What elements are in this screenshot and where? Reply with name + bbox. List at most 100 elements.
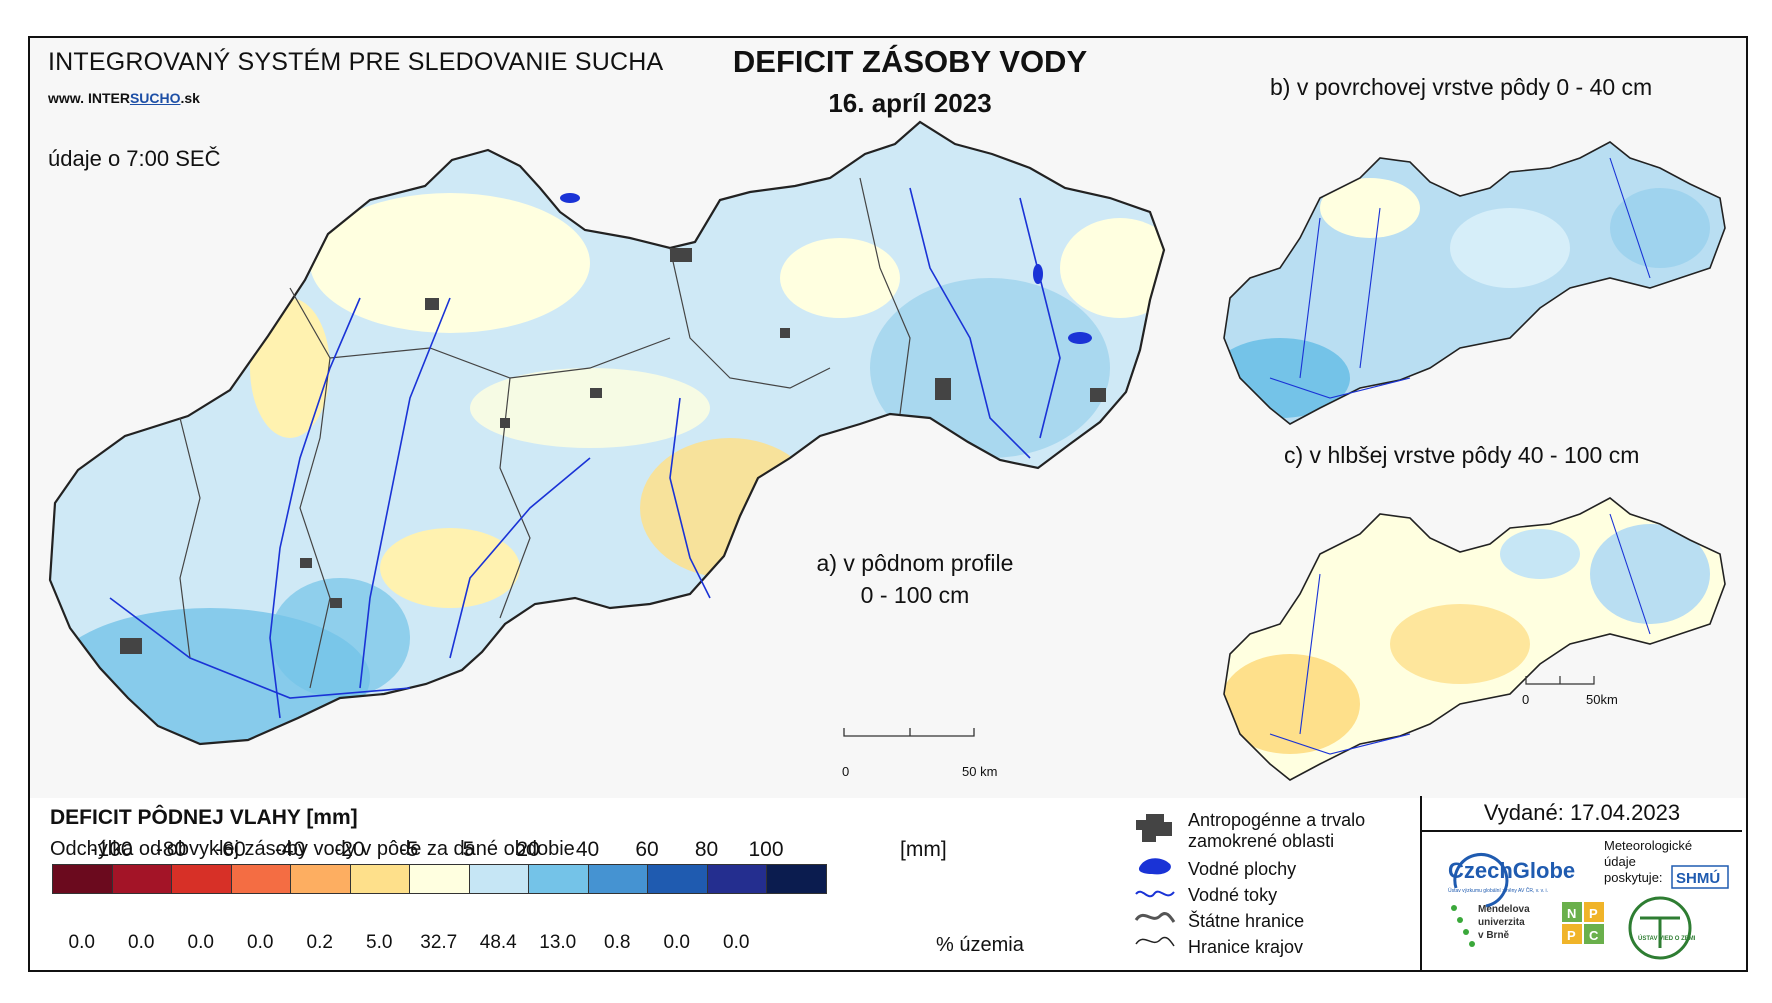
legend-boundary-label: -5 [399,838,419,861]
legend-boundary-label: -60 [215,838,246,861]
legend-swatch [706,864,767,894]
legend-swatch [409,864,470,894]
system-title: INTEGROVANÝ SYSTÉM PRE SLEDOVANIE SUCHA [48,48,664,76]
meteo-provider-line2: údaje [1604,854,1636,869]
main-scalebar-end: 50 km [962,764,998,779]
czechglobe-logo-subtext: Ústav výzkumu globální změny AV ČR, v. v… [1448,887,1548,894]
river-icon [1135,890,1175,898]
panel-a-label: a) v pôdnom profile [816,550,1014,576]
legend-swatch [468,864,529,894]
legend-percentage-value: 0.0 [68,932,95,953]
mendel-line2: univerzita [1478,917,1525,928]
water-body-icon [1138,858,1171,875]
water-bodies-label: Vodné plochy [1188,859,1297,879]
legend-percentage-value: 0.0 [187,932,214,953]
region-border-icon [1135,936,1175,947]
legend-unit: [mm] [900,838,947,861]
anthropogenic-label-line2: zamokrené oblasti [1188,831,1335,851]
legend-boundary-label: -20 [334,838,365,861]
anthropogenic-areas [120,248,1106,654]
website-part-inter: INTER [87,90,130,106]
legend-boundary-label: -100 [90,838,133,861]
mendel-line3: v Brně [1478,930,1510,941]
state-border-label: Štátne hranice [1188,911,1305,931]
main-map-svg [48,120,1166,746]
legend-boundary-label: 5 [462,838,475,861]
uvz-logo-text: ÚSTAV VIED O ZEMI [1638,935,1696,942]
legend-boundary-label: 100 [748,838,784,861]
anthropogenic-area-icon [1136,814,1172,842]
legend-swatch [230,864,291,894]
panel-b-label: b) v povrchovej vrstve pôdy 0 - 40 cm [1270,74,1653,100]
czechglobe-logo-icon [1453,853,1509,908]
legend-percentage-value: 0.8 [604,932,631,953]
symbol-icons [1134,814,1176,947]
legend-boundary-label: 40 [575,838,600,861]
shmu-logo-icon [1671,865,1729,889]
legend-swatch [52,864,113,894]
water-bodies [560,193,1092,344]
time-note: údaje o 7:00 SEČ [48,146,221,171]
legend-percentage-value: 0.0 [247,932,274,953]
panel-c-map-svg [1223,497,1726,781]
legend-swatch [349,864,410,894]
panel-c-label: c) v hlbšej vrstve pôdy 40 - 100 cm [1284,442,1640,468]
legend-percent-unit: % územia [936,934,1024,956]
main-map-body [48,120,1166,746]
website-link[interactable]: www. INTERSUCHO.sk [48,90,200,106]
legend-swatch [171,864,232,894]
small-scalebar-end: 50km [1586,692,1618,707]
legend-swatch [528,864,589,894]
legend-boundary-label: 80 [694,838,719,861]
shmu-logo-text: SHMÚ [1676,869,1720,887]
logos-svg: CzechGlobe Ústav výzkumu globální změny … [1448,838,1729,960]
legend-percentage-value: 13.0 [539,932,577,953]
map-area: INTEGROVANÝ SYSTÉM PRE SLEDOVANIE SUCHA … [30,38,1746,798]
legend-percentage-value: 0.0 [663,932,690,953]
meteo-provider-line3: poskytuje: [1604,870,1663,885]
panel-b-map-svg [1223,141,1726,425]
main-title: DEFICIT ZÁSOBY VODY [732,44,1088,79]
legend-boundary-label: -80 [155,838,187,861]
legend-subtitle: Odchýlka od obvyklej zásoby vody v pôde … [50,838,575,860]
legend-percentage-value: 5.0 [366,932,393,953]
website-prefix: www. [48,90,88,106]
legend-boundary-label: -40 [274,838,306,861]
main-scalebar-start: 0 [842,764,850,779]
legend-percentage-value: 32.7 [420,932,458,953]
small-scalebar [1525,676,1595,685]
main-date: 16. apríl 2023 [828,88,992,118]
legend-percentage-value: 48.4 [479,932,517,953]
issued-date: Vydané: 17.04.2023 [1422,800,1742,832]
svg-text:N: N [1567,906,1576,921]
rivers-label: Vodné toky [1188,885,1278,905]
svg-text:P: P [1567,928,1576,943]
panel-a-depth: 0 - 100 cm [860,582,970,608]
website-suffix: .sk [180,90,200,106]
legend-swatch [290,864,351,894]
mendel-line1: Mendelova [1478,904,1530,915]
legend-swatch [587,864,648,894]
region-borders [179,177,911,689]
main-scalebar [843,728,975,737]
small-scalebar-start: 0 [1522,692,1530,707]
map-frame: INTEGROVANÝ SYSTÉM PRE SLEDOVANIE SUCHA … [28,36,1748,972]
state-border-icon [1134,912,1176,923]
czechglobe-logo-text: CzechGlobe [1448,858,1575,883]
legend-boundary-label: 20 [516,838,540,861]
anthropogenic-label-line1: Antropogénne a trvalo [1188,810,1366,830]
legend-boundary-label: 60 [635,838,659,861]
svg-text:C: C [1589,928,1599,943]
meteo-provider-line1: Meteorologické [1604,838,1692,853]
website-part-sucho: SUCHO [129,90,181,106]
issued-box: Vydané: 17.04.2023 CzechGlobe Ústav výzk… [1420,796,1746,970]
legend-swatch [647,864,708,894]
uvz-logo-icon [1628,896,1692,960]
legend-percentage-value: 0.0 [723,932,750,953]
legend-title: DEFICIT PÔDNEJ VLAHY [mm] [50,806,358,829]
svg-text:P: P [1589,906,1598,921]
legend-percentage-value: 0.0 [128,932,155,953]
legend-swatch [111,864,172,894]
legend-swatch [766,864,827,894]
rivers [109,187,1061,719]
